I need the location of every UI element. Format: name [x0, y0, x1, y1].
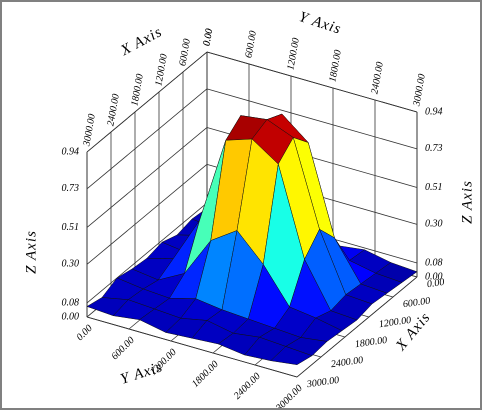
y-tick-label: 600.00 [243, 30, 259, 59]
y-tick-label: 0.00 [201, 28, 215, 47]
z-tick-label: 0.51 [62, 222, 80, 233]
grid-line [206, 51, 418, 113]
grid-line [86, 88, 208, 190]
y-tick-label: 3000.00 [411, 73, 428, 108]
surface-cell [270, 346, 313, 365]
x-tick-label: 600.00 [177, 38, 193, 67]
grid-line [86, 127, 208, 228]
grid-line [86, 202, 208, 304]
y-tick-label: 2400.00 [369, 61, 385, 95]
x-tick-label: 0.00 [426, 277, 445, 290]
z-tick-label: 0.08 [425, 257, 443, 268]
z-tick-label: 0.73 [62, 183, 80, 194]
x-tick-label: 3000.00 [305, 375, 340, 391]
z-tick-label: 0.08 [62, 297, 80, 308]
y-tick-label: 600.00 [110, 335, 137, 362]
surface [86, 113, 418, 365]
grid-line [296, 276, 418, 378]
z-tick-label: 0.51 [425, 182, 443, 193]
y-axis-title: Y Axis [297, 9, 343, 38]
x-tick-label: 1200.00 [378, 315, 412, 330]
y-tick-label: 1200.00 [285, 37, 301, 71]
grid-line [206, 88, 418, 150]
grid-line [86, 316, 298, 378]
x-tick-label: 1800.00 [354, 335, 388, 350]
y-tick-label: 1800.00 [190, 359, 221, 390]
z-tick-label: 0.94 [425, 106, 443, 117]
grid-line [86, 51, 208, 153]
z-axis-title: Z Axis [459, 180, 475, 224]
z-tick-label: 0.30 [62, 259, 80, 270]
grid-line [86, 164, 208, 265]
x-tick-label: 3000.00 [81, 113, 98, 148]
y-tick-label: 0.00 [75, 323, 95, 343]
x-tick-label: 2400.00 [105, 93, 121, 127]
z-tick-label: 0.30 [425, 219, 443, 230]
z-tick-label: 0.73 [425, 143, 443, 154]
y-tick-label: 3000.00 [273, 383, 304, 408]
y-tick-label: 2400.00 [232, 371, 263, 402]
x-tick-label: 1200.00 [153, 53, 169, 87]
x-tick-label: 2400.00 [330, 355, 364, 370]
z-tick-label: 0.00 [62, 311, 80, 322]
z-tick-label: 0.00 [425, 271, 443, 282]
x-tick-label: 600.00 [402, 296, 431, 311]
y-tick-label: 1800.00 [327, 49, 343, 83]
z-axis-title: Z Axis [23, 230, 39, 274]
x-tick-label: 0.00 [201, 28, 215, 47]
x-tick-label: 1800.00 [129, 73, 145, 107]
z-tick-label: 0.94 [62, 146, 80, 157]
